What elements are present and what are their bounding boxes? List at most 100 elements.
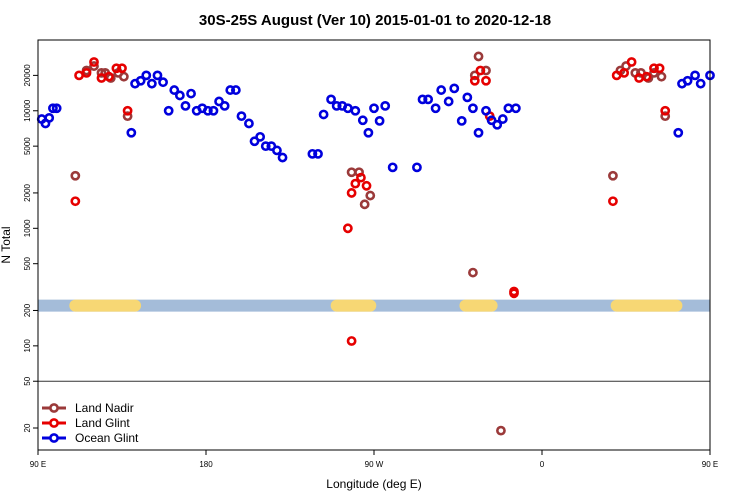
ocean-glint-point <box>208 105 219 116</box>
y-tick-label: 100 <box>23 339 32 353</box>
ocean-glint-point <box>219 101 230 111</box>
ocean-glint-point <box>690 70 700 81</box>
ocean-glint-point <box>350 105 361 116</box>
ocean-glint-point <box>481 105 491 116</box>
land-nadir-point <box>346 167 357 178</box>
land-nadir-point <box>656 71 667 82</box>
ocean-glint-point <box>468 103 478 114</box>
land-glint-point <box>74 70 84 81</box>
land-nadir-point <box>122 111 133 122</box>
ocean-glint-point <box>443 96 454 107</box>
ocean-glint-point <box>436 85 447 95</box>
ocean-glint-point <box>492 119 503 130</box>
ocean-glint-point <box>230 85 241 95</box>
land-glint-point <box>104 71 114 82</box>
land-nadir-point <box>359 199 370 210</box>
ocean-glint-point <box>374 115 385 126</box>
land-glint-point <box>634 73 644 83</box>
ocean-glint-point <box>423 94 434 105</box>
ocean-glint-point <box>503 103 514 114</box>
y-tick-label: 20 <box>23 423 32 432</box>
land-nadir-point <box>649 67 659 78</box>
ocean-glint-point <box>51 103 62 114</box>
ocean-glint-point <box>152 70 163 81</box>
plot-frame <box>37 39 711 451</box>
land-nadir-point <box>608 170 618 181</box>
land-glint-point <box>342 223 353 234</box>
ocean-glint-point <box>260 141 271 152</box>
ocean-glint-point <box>456 115 467 126</box>
land-glint-point <box>481 75 491 86</box>
land-glint-point <box>619 67 630 78</box>
ocean-glint-point <box>163 105 174 116</box>
land-glint-point <box>654 63 665 74</box>
x-tick-label: 90 W <box>365 460 384 469</box>
ocean-glint-point <box>174 90 185 101</box>
legend-label: Land Nadir <box>75 401 134 415</box>
ocean-glint-point <box>449 83 460 94</box>
land-glint-point <box>469 75 480 86</box>
land-glint-point <box>475 65 486 76</box>
ocean-glint-point <box>44 112 55 123</box>
land-glint-point <box>361 180 372 191</box>
y-axis-ticks: 20 50 100 200 500 1000 2000 5000 10000 20000 <box>23 64 38 432</box>
ocean-glint-point <box>169 85 180 95</box>
ocean-glint-point <box>236 111 247 122</box>
land-nadir-point <box>96 67 107 78</box>
ocean-glint-point <box>387 162 398 173</box>
ocean-glint-point <box>695 78 706 89</box>
land-glint-point <box>81 67 92 78</box>
land-glint-point <box>611 70 622 81</box>
ocean-glint-point <box>307 148 318 159</box>
land-nadir-point <box>473 51 484 62</box>
legend-label: Land Glint <box>75 416 130 430</box>
legend-item-land-nadir: Land Nadir <box>42 401 134 415</box>
land-nadir-point <box>481 65 491 76</box>
ocean-glint-point <box>255 131 266 142</box>
ocean-glint-point <box>369 103 379 114</box>
chart-title: 30S-25S August (Ver 10) 2015-01-01 to 20… <box>199 12 551 29</box>
land-glint-point <box>117 63 127 74</box>
y-axis-label: N Total <box>0 226 13 263</box>
ocean-glint-point <box>48 103 58 114</box>
ocean-glint-point <box>272 145 282 156</box>
land-nadir-point <box>469 70 480 81</box>
ocean-glint-point <box>180 101 191 111</box>
ocean-glint-point <box>342 103 353 114</box>
ocean-glint-point <box>430 103 441 114</box>
legend-label: Ocean Glint <box>75 431 139 445</box>
land-glint-point <box>111 63 122 74</box>
land-glint-point <box>641 71 652 82</box>
land-nadir-point <box>660 111 671 122</box>
land-glint-point <box>660 105 671 116</box>
ocean-glint-point <box>146 78 157 89</box>
land-glint-point <box>89 57 99 67</box>
ocean-glint-point <box>277 152 288 163</box>
ocean-glint-point <box>462 92 473 103</box>
y-tick-label: 1000 <box>23 219 32 237</box>
ocean-glint-point <box>331 101 342 111</box>
ocean-glint-point <box>473 127 484 138</box>
legend-swatch-marker <box>49 418 59 428</box>
ocean-glint-point <box>380 101 391 111</box>
land-glint-point <box>649 63 659 74</box>
ocean-glint-point <box>244 118 254 129</box>
data-points <box>36 51 715 436</box>
land-glint-point <box>122 105 133 116</box>
legend-swatch-marker <box>49 433 59 443</box>
land-glint-point <box>70 196 81 207</box>
y-tick-label: 50 <box>23 376 32 385</box>
x-axis-label: Longitude (deg E) <box>326 477 421 491</box>
y-tick-label: 500 <box>23 256 32 270</box>
ocean-glint-point <box>412 162 422 173</box>
ocean-glint-point <box>186 88 196 99</box>
x-tick-label: 0 <box>540 460 545 469</box>
land-glint-point <box>96 73 107 83</box>
land-glint-point <box>356 172 366 183</box>
ocean-glint-point <box>225 85 236 95</box>
y-tick-label: 20000 <box>23 64 32 87</box>
land-nadir-point <box>365 190 376 201</box>
legend-item-ocean-glint: Ocean Glint <box>42 431 139 445</box>
land-glint-point <box>626 57 637 67</box>
